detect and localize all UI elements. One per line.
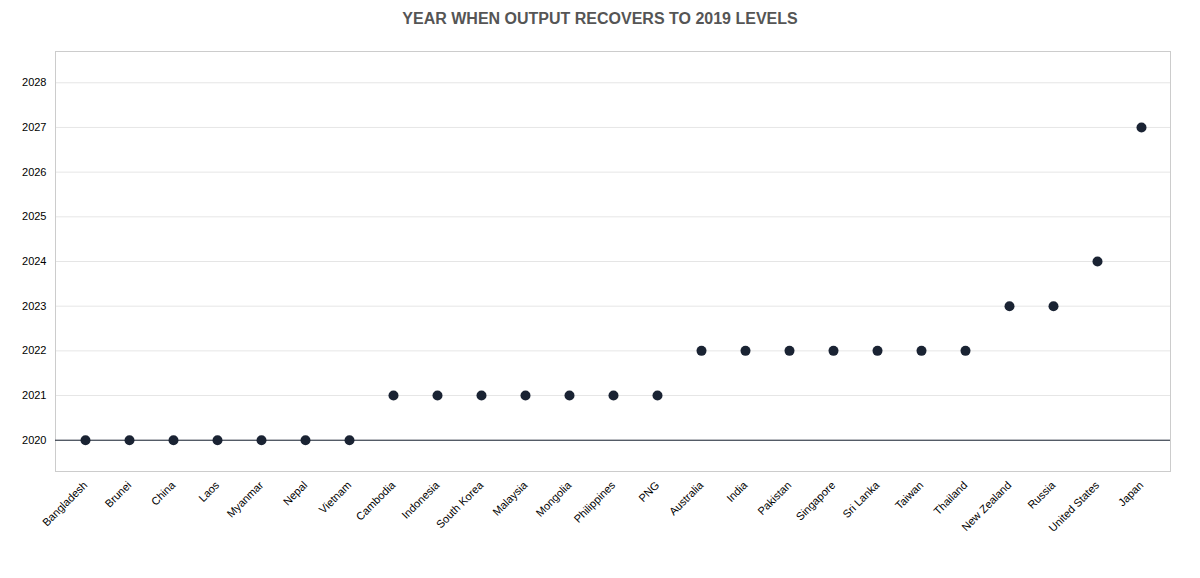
- svg-text:China: China: [149, 478, 178, 507]
- svg-text:Cambodia: Cambodia: [353, 478, 398, 523]
- svg-text:Taiwan: Taiwan: [893, 479, 926, 512]
- svg-text:Sri Lanka: Sri Lanka: [840, 478, 882, 520]
- svg-text:2021: 2021: [22, 389, 46, 401]
- svg-text:Laos: Laos: [196, 478, 222, 504]
- svg-text:2028: 2028: [22, 76, 46, 88]
- svg-text:Pakistan: Pakistan: [755, 479, 793, 517]
- svg-text:Myanmar: Myanmar: [225, 479, 266, 520]
- svg-text:2023: 2023: [22, 300, 46, 312]
- svg-text:Philippines: Philippines: [571, 478, 617, 524]
- svg-text:Nepal: Nepal: [281, 479, 310, 508]
- svg-text:Brunei: Brunei: [102, 479, 133, 510]
- svg-text:2024: 2024: [22, 255, 46, 267]
- svg-text:Russia: Russia: [1025, 478, 1058, 511]
- svg-text:Australia: Australia: [667, 478, 706, 517]
- svg-text:Indonesia: Indonesia: [399, 478, 442, 521]
- svg-text:South Korea: South Korea: [434, 478, 486, 530]
- svg-text:Malaysia: Malaysia: [490, 478, 530, 518]
- svg-text:PNG: PNG: [636, 479, 661, 504]
- svg-text:Thailand: Thailand: [931, 479, 969, 517]
- svg-text:Mongolia: Mongolia: [533, 478, 574, 519]
- svg-text:Singapore: Singapore: [793, 479, 837, 523]
- svg-text:Japan: Japan: [1116, 479, 1146, 509]
- svg-text:United States: United States: [1046, 478, 1102, 534]
- svg-text:Vietnam: Vietnam: [317, 479, 354, 516]
- svg-text:2026: 2026: [22, 166, 46, 178]
- svg-text:2025: 2025: [22, 210, 46, 222]
- svg-text:2027: 2027: [22, 121, 46, 133]
- svg-text:New Zealand: New Zealand: [959, 479, 1013, 533]
- svg-text:2022: 2022: [22, 344, 46, 356]
- svg-text:Bangladesh: Bangladesh: [40, 479, 90, 529]
- html-text:YEAR WHEN OUTPUT RECOVERS TO 2: YEAR WHEN OUTPUT RECOVERS TO 2019 LEVELS: [402, 10, 798, 27]
- svg-text:India: India: [724, 478, 750, 504]
- svg-text:2020: 2020: [22, 434, 46, 446]
